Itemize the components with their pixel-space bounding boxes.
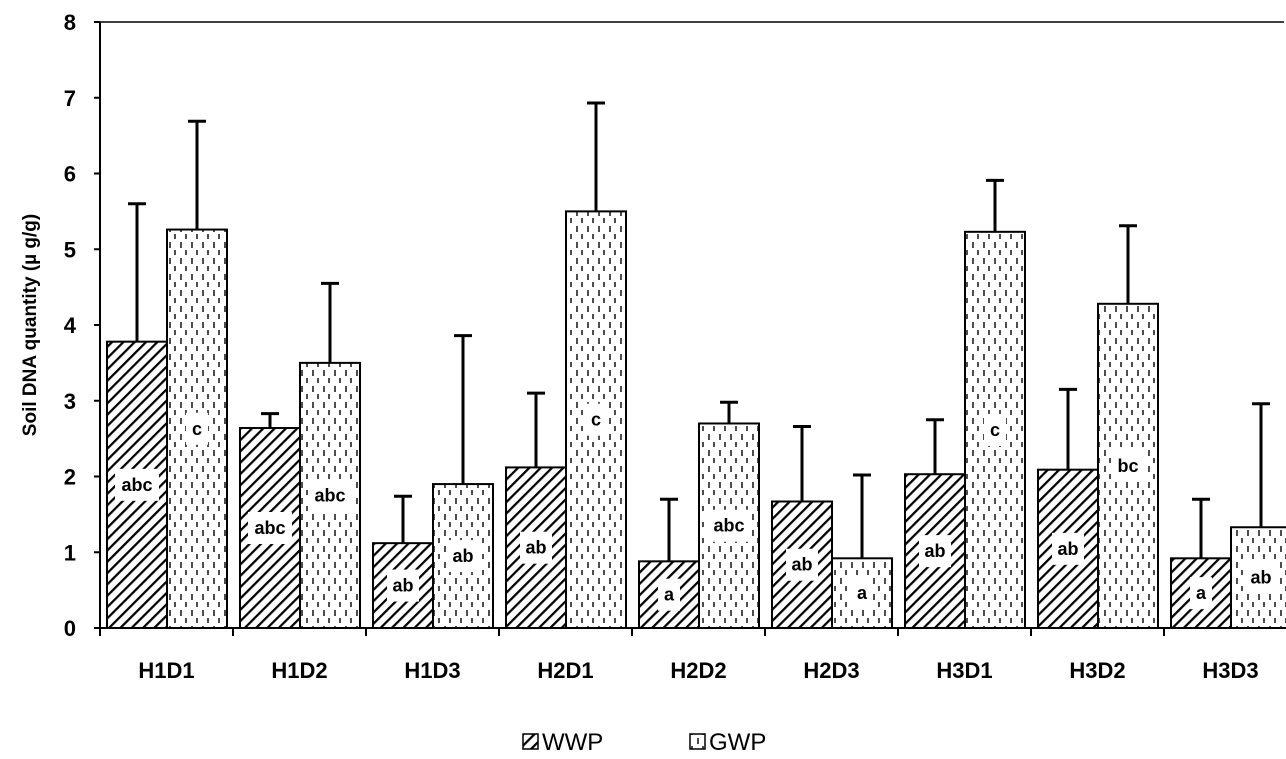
sig-label-bg — [308, 479, 352, 512]
x-axis: H1D1 H1D2 H1D3 H2D1 H2D2 H2D3 H3D1 H3D2 H3D3 — [99, 627, 1284, 683]
y-tick-label: 6 — [64, 162, 76, 187]
y-tick-label: 2 — [64, 465, 76, 490]
sig-label: ab — [525, 538, 546, 558]
legend-swatch-gwp — [689, 733, 706, 750]
y-tick-label: 3 — [64, 389, 76, 414]
sig-label-bg — [786, 548, 818, 581]
sig-label: ab — [392, 576, 413, 596]
sig-label: ab — [924, 541, 945, 561]
sig-label: c — [192, 419, 202, 439]
sig-label-bg — [851, 577, 873, 610]
sig-label: abc — [314, 485, 345, 505]
sig-label: ab — [452, 546, 473, 566]
sig-label-bg — [919, 535, 951, 568]
sig-label-bg — [1112, 449, 1144, 482]
y-tick-label: 0 — [64, 616, 76, 641]
y-axis-title: Soil DNA quantity (µ g/g) — [20, 214, 41, 436]
y-tick-label: 5 — [64, 237, 76, 262]
sig-label-bg — [387, 569, 419, 602]
sig-label: a — [857, 583, 868, 603]
sig-label: c — [990, 420, 1000, 440]
x-tick-label: H3D2 — [1069, 658, 1125, 683]
x-tick-label: H3D1 — [936, 658, 992, 683]
sig-label-bg — [1245, 561, 1277, 594]
x-tick-label: H2D1 — [537, 658, 593, 683]
x-tick-label: H1D3 — [404, 658, 460, 683]
sig-label-bg — [248, 512, 292, 545]
sig-label-bg — [984, 413, 1006, 446]
sig-label-bg — [447, 540, 479, 573]
y-tick-label: 1 — [64, 540, 76, 565]
sig-label-bg — [707, 509, 751, 542]
y-tick-label: 4 — [64, 313, 77, 338]
sig-label: ab — [1250, 568, 1271, 588]
sig-label-bg — [520, 531, 552, 564]
sig-label-bg — [1052, 532, 1084, 565]
legend: WWP GWP — [522, 729, 766, 756]
sig-label: c — [591, 410, 601, 430]
y-axis: 0 1 2 3 4 5 6 7 8 — [64, 10, 1284, 641]
sig-label: abc — [254, 518, 285, 538]
x-tick-label: H2D3 — [803, 658, 859, 683]
sig-label: abc — [121, 475, 152, 495]
legend-swatch-wwp — [522, 733, 539, 750]
sig-label: ab — [791, 555, 812, 575]
x-tick-label: H1D2 — [271, 658, 327, 683]
sig-label-bg — [186, 412, 208, 445]
legend-label-wwp: WWP — [542, 729, 603, 756]
y-tick-label: 7 — [64, 86, 76, 111]
x-tick-label: H1D1 — [138, 658, 194, 683]
sig-label: a — [1196, 583, 1207, 603]
x-tick-label: H2D2 — [670, 658, 726, 683]
sig-label: bc — [1117, 456, 1138, 476]
sig-label-bg — [658, 578, 680, 611]
sig-label-bg — [585, 403, 607, 436]
x-tick-label: H3D3 — [1202, 658, 1258, 683]
legend-label-gwp: GWP — [709, 729, 766, 756]
y-tick-label: 8 — [64, 10, 76, 35]
sig-label: ab — [1057, 539, 1078, 559]
sig-label-bg — [1190, 577, 1212, 610]
sig-label-bg — [115, 468, 159, 501]
sig-label: a — [664, 585, 675, 605]
sig-label: abc — [713, 516, 744, 536]
